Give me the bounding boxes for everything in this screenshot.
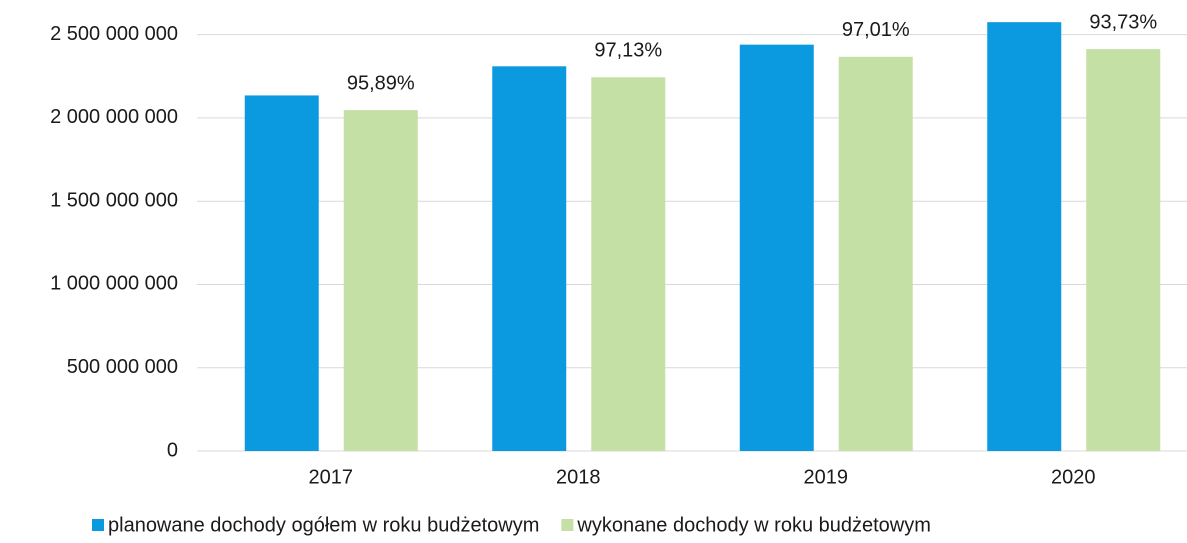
bar bbox=[838, 56, 913, 451]
y-tick-label: 2 500 000 000 bbox=[50, 23, 178, 45]
bar bbox=[244, 95, 319, 452]
legend-swatch bbox=[92, 519, 104, 531]
y-tick-label: 500 000 000 bbox=[67, 356, 178, 378]
annotation: 97,13% bbox=[594, 40, 662, 62]
bar bbox=[492, 66, 567, 452]
x-tick-label: 2018 bbox=[556, 466, 601, 488]
annotation: 95,89% bbox=[347, 72, 415, 94]
bar bbox=[591, 77, 666, 451]
bar bbox=[987, 22, 1062, 452]
bar bbox=[1086, 49, 1161, 451]
legend-label: planowane dochody ogółem w roku budżetow… bbox=[108, 514, 539, 536]
y-tick-label: 2 000 000 000 bbox=[50, 106, 178, 128]
y-tick-label: 0 bbox=[167, 439, 178, 461]
annotation: 93,73% bbox=[1089, 11, 1157, 33]
legend-swatch bbox=[561, 519, 574, 531]
x-tick-label: 2017 bbox=[309, 466, 354, 488]
legend-label: wykonane dochody w roku budżetowym bbox=[576, 514, 931, 536]
bar bbox=[343, 110, 418, 452]
bar bbox=[739, 44, 814, 452]
y-tick-label: 1 500 000 000 bbox=[50, 189, 178, 211]
y-tick-label: 1 000 000 000 bbox=[50, 273, 178, 295]
annotation: 97,01% bbox=[842, 19, 910, 41]
x-tick-label: 2019 bbox=[804, 466, 849, 488]
x-tick-label: 2020 bbox=[1051, 466, 1096, 488]
